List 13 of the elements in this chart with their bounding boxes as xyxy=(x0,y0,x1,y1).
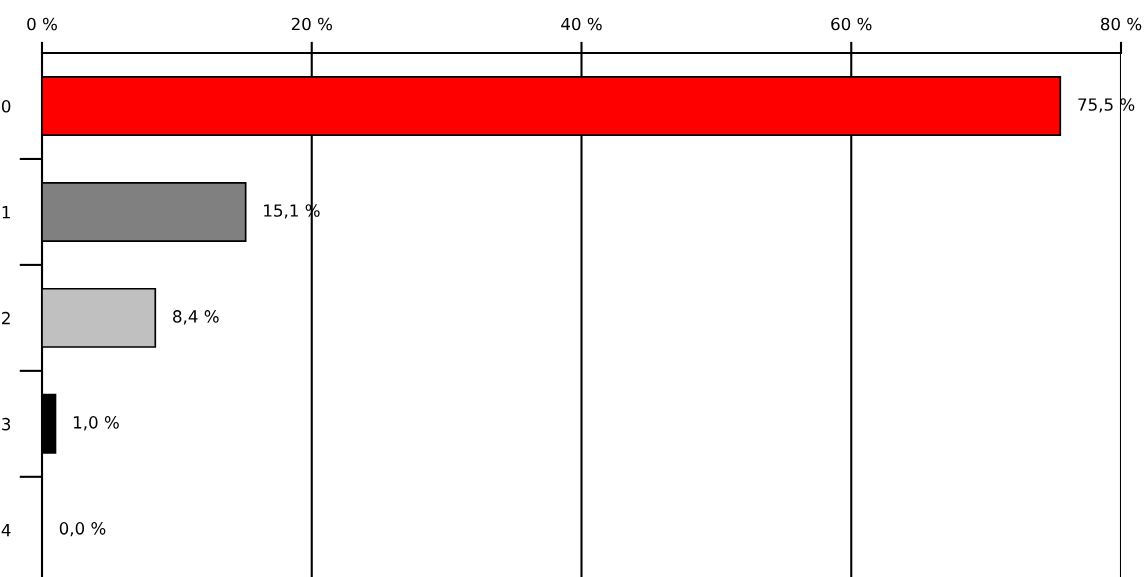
data-label: 0,0 % xyxy=(59,522,106,537)
y-tick-label: 3 xyxy=(2,417,11,431)
x-tick-label: 60 % xyxy=(831,17,872,31)
data-label: 1,0 % xyxy=(73,416,119,431)
x-tick-label: 80 % xyxy=(1100,17,1142,31)
y-tick-label: 1 xyxy=(2,206,10,219)
y-tick-label: 2 xyxy=(2,311,10,325)
x-tick-label: 20 % xyxy=(291,17,332,31)
y-tick-label: 0 xyxy=(1,99,11,113)
y-tick-label: 4 xyxy=(1,523,11,537)
x-tick-label: 0 % xyxy=(27,17,57,31)
x-tick-label: 40 % xyxy=(561,17,602,31)
data-label: 8,4 % xyxy=(173,310,219,325)
